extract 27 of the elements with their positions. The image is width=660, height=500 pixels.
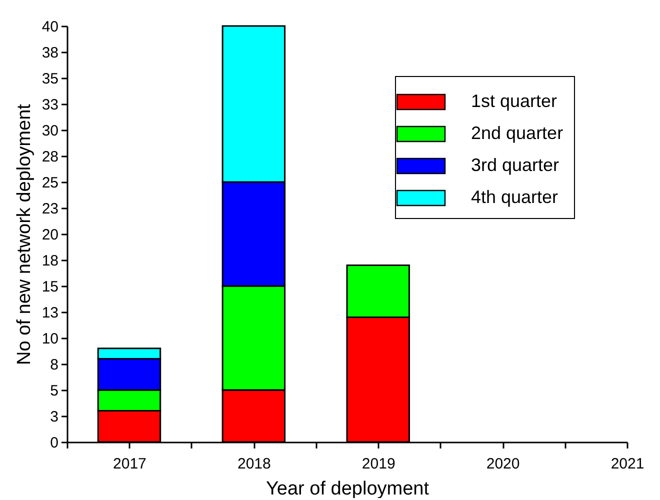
x-tick-label: 2018 — [237, 456, 271, 472]
y-axis-title: No of new network deployment — [14, 103, 35, 365]
y-tick-label: 23 — [42, 200, 58, 218]
y-tick-label: 40 — [42, 18, 58, 36]
y-tick-label: 33 — [42, 96, 58, 114]
y-tick-label: 3 — [50, 408, 58, 426]
y-tick-label: 35 — [42, 70, 58, 88]
legend-label: 3rd quarter — [471, 155, 560, 175]
x-tick-label: 2017 — [113, 456, 146, 472]
y-tick-label: 38 — [42, 44, 58, 62]
x-tick-label: 2021 — [610, 456, 644, 472]
y-tick-label: 15 — [42, 278, 58, 296]
y-tick-label: 8 — [50, 356, 58, 374]
y-tick-label: 28 — [42, 148, 58, 166]
legend-label: 2nd quarter — [471, 123, 564, 143]
y-tick-label: 13 — [42, 304, 58, 322]
y-tick-label: 18 — [42, 252, 58, 270]
y-tick-label: 30 — [42, 122, 58, 140]
x-tick-label: 2020 — [486, 456, 520, 472]
y-tick-label: 0 — [50, 434, 58, 452]
legend-label: 1st quarter — [471, 91, 558, 111]
legend-label: 4th quarter — [471, 187, 558, 207]
x-tick-label: 2019 — [362, 456, 396, 472]
y-tick-label: 5 — [50, 382, 58, 400]
y-tick-label: 25 — [42, 174, 58, 192]
y-tick-label: 20 — [42, 226, 58, 244]
y-tick-label: 10 — [42, 330, 58, 348]
